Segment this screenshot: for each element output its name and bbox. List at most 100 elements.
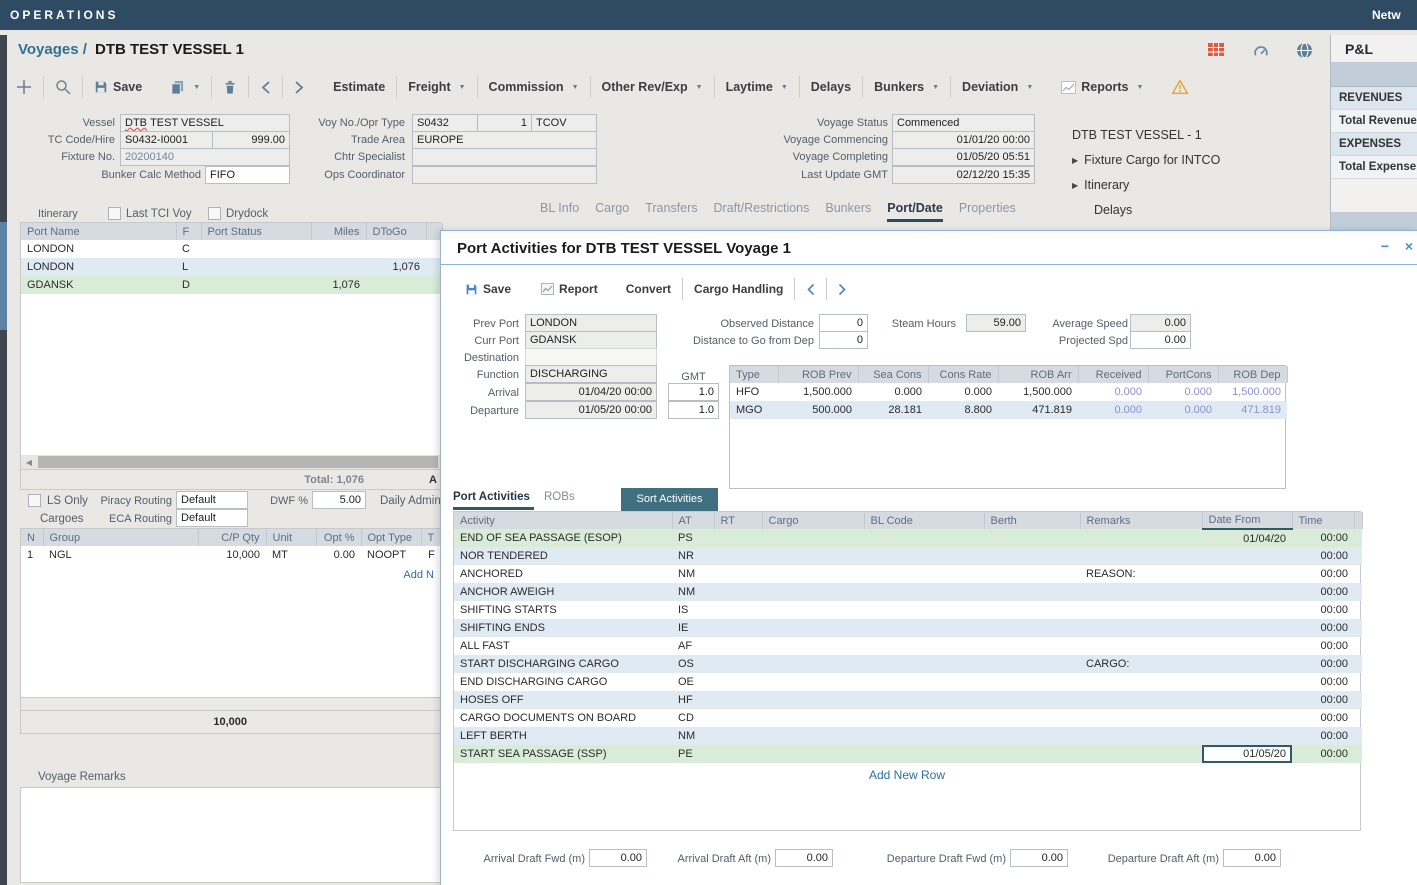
- itinerary-row[interactable]: LONDON C: [27, 243, 190, 255]
- departure-draft-fwd-field[interactable]: 0.00: [1010, 849, 1068, 867]
- arrival-draft-fwd-field[interactable]: 0.00: [589, 849, 647, 867]
- bunker-calc-field[interactable]: FIFO: [205, 166, 290, 184]
- voyage-commencing-field[interactable]: 01/01/20 00:00: [892, 131, 1035, 149]
- topbar-right-link[interactable]: Netw: [1372, 8, 1401, 22]
- tab-robs[interactable]: ROBs: [544, 491, 575, 503]
- itinerary-hscrollbar[interactable]: ◀: [21, 455, 440, 469]
- activity-row[interactable]: SHIFTING STARTS IS 00:00: [460, 604, 1348, 616]
- globe-icon[interactable]: [1296, 42, 1313, 62]
- copy-button[interactable]: ▼: [170, 80, 200, 95]
- vessel-field[interactable]: DTB TEST VESSEL: [120, 114, 290, 132]
- add-new-row-link[interactable]: Add New Row: [868, 768, 946, 782]
- tree-item-delays[interactable]: Delays: [1094, 203, 1133, 217]
- dwf-field[interactable]: 5.00: [312, 491, 366, 509]
- chtr-specialist-field[interactable]: [412, 148, 597, 166]
- drydock-checkbox[interactable]: [208, 207, 221, 220]
- activity-row[interactable]: CARGO DOCUMENTS ON BOARD CD 00:00: [460, 712, 1348, 724]
- hscrollbar-thumb[interactable]: [38, 456, 438, 468]
- ls-only-checkbox[interactable]: [28, 494, 41, 507]
- ops-coordinator-field[interactable]: [412, 166, 597, 184]
- tab-transfers[interactable]: Transfers: [645, 201, 698, 215]
- observed-distance-field[interactable]: 0: [819, 314, 868, 332]
- activity-row[interactable]: SHIFTING ENDS IE 00:00: [454, 619, 1362, 637]
- activity-row[interactable]: LEFT BERTH NM 00:00: [454, 727, 1362, 745]
- laytime-menu[interactable]: Laytime ▼: [725, 80, 788, 94]
- fixture-no-field[interactable]: 20200140: [120, 148, 290, 166]
- breadcrumb-voyages[interactable]: Voyages /: [18, 41, 87, 58]
- tab-port-activities[interactable]: Port Activities: [453, 491, 530, 503]
- dialog-report-button[interactable]: Report: [541, 282, 598, 296]
- minimize-icon[interactable]: −: [1380, 238, 1390, 254]
- tab-bunkers[interactable]: Bunkers: [825, 201, 872, 215]
- activity-row[interactable]: END DISCHARGING CARGO OE 00:00: [460, 676, 1348, 688]
- opr-type-field[interactable]: TCOV: [531, 114, 597, 132]
- voyage-completing-field[interactable]: 01/05/20 05:51: [892, 148, 1035, 166]
- projected-spd-field[interactable]: 0.00: [1130, 331, 1191, 349]
- activity-row[interactable]: NOR TENDERED NR 00:00: [454, 547, 1362, 565]
- itinerary-row[interactable]: GDANSK D 1,076: [21, 276, 442, 294]
- estimate-button[interactable]: Estimate: [333, 80, 386, 94]
- bunkers-menu[interactable]: Bunkers ▼: [874, 80, 940, 94]
- piracy-routing-field[interactable]: Default: [176, 491, 248, 509]
- bunker-row[interactable]: HFO 1,500.000 0.000 0.000 1,500.000 0.000 0…: [736, 386, 1281, 398]
- eca-routing-field[interactable]: Default: [176, 509, 248, 527]
- activity-row[interactable]: HOSES OFF HF 00:00: [454, 691, 1362, 709]
- prev-port-field[interactable]: LONDON: [525, 314, 657, 332]
- tab-port-date[interactable]: Port/Date: [887, 201, 943, 222]
- activity-row[interactable]: ANCHOR AWEIGH NM 00:00: [454, 583, 1362, 601]
- function-field[interactable]: DISCHARGING: [525, 365, 657, 383]
- other-rev-exp-menu[interactable]: Other Rev/Exp ▼: [601, 80, 703, 94]
- warning-icon[interactable]: [1171, 79, 1189, 95]
- itinerary-row[interactable]: LONDON L 1,076: [21, 258, 442, 276]
- prev-record-button[interactable]: [260, 80, 271, 95]
- curr-port-field[interactable]: GDANSK: [525, 331, 657, 349]
- voy-no-field[interactable]: S0432: [412, 114, 478, 132]
- arrival-draft-aft-field[interactable]: 0.00: [775, 849, 833, 867]
- distance-to-go-field[interactable]: 0: [819, 331, 868, 349]
- next-record-button[interactable]: [294, 80, 305, 95]
- activity-row[interactable]: END OF SEA PASSAGE (ESOP) PS 01/04/20 00:…: [454, 529, 1362, 547]
- tc-code-field[interactable]: S0432-I0001: [120, 131, 213, 149]
- voyage-status-field[interactable]: Commenced: [892, 114, 1035, 132]
- cargo-row[interactable]: 1 NGL 10,000 MT 0.00 NOOPT F: [27, 549, 435, 561]
- bunker-row[interactable]: MGO 500.000 28.181 8.800 471.819 0.000 0.00…: [730, 401, 1287, 419]
- dialog-cargo-handling-button[interactable]: Cargo Handling: [694, 282, 784, 296]
- dialog-prev-port-button[interactable]: [806, 283, 815, 296]
- grid-icon[interactable]: [1207, 42, 1225, 60]
- freight-menu[interactable]: Freight ▼: [408, 80, 466, 94]
- activity-row[interactable]: ALL FAST AF 00:00: [460, 640, 1348, 652]
- gmt-arrival-field[interactable]: 1.0: [668, 383, 719, 401]
- tab-bl-info[interactable]: BL Info: [540, 201, 580, 215]
- dialog-save-button[interactable]: Save: [465, 282, 511, 296]
- tc-hire-field[interactable]: 999.00: [212, 131, 290, 149]
- delete-button[interactable]: [223, 80, 237, 95]
- last-update-gmt-field[interactable]: 02/12/20 15:35: [892, 166, 1035, 184]
- activity-row[interactable]: ANCHORED NM REASON: 00:00: [460, 568, 1348, 580]
- tab-draft-restrictions[interactable]: Draft/Restrictions: [713, 201, 810, 215]
- tab-properties[interactable]: Properties: [958, 201, 1016, 215]
- gauge-icon[interactable]: [1252, 43, 1270, 61]
- voyage-remarks-input[interactable]: [20, 787, 441, 883]
- left-scrollbar-thumb[interactable]: [0, 222, 7, 330]
- voy-num-field[interactable]: 1: [477, 114, 532, 132]
- reports-menu[interactable]: Reports ▼: [1061, 80, 1143, 94]
- add-button[interactable]: [16, 79, 32, 95]
- last-tci-voy-checkbox[interactable]: [108, 207, 121, 220]
- tab-cargo[interactable]: Cargo: [595, 201, 630, 215]
- col-date-from[interactable]: Date From: [1202, 512, 1293, 530]
- dialog-convert-button[interactable]: Convert: [625, 282, 672, 296]
- activity-row[interactable]: START DISCHARGING CARGO OS CARGO: 00:00: [454, 655, 1362, 673]
- gmt-departure-field[interactable]: 1.0: [668, 401, 719, 419]
- save-button[interactable]: Save: [94, 80, 142, 94]
- trade-area-field[interactable]: EUROPE: [412, 131, 597, 149]
- tree-item-fixture-cargo[interactable]: ▶ Fixture Cargo for INTCO: [1072, 153, 1221, 167]
- search-button[interactable]: [55, 79, 71, 95]
- scroll-left-icon[interactable]: ◀: [25, 457, 33, 467]
- sort-activities-button[interactable]: Sort Activities: [621, 488, 718, 511]
- commission-menu[interactable]: Commission ▼: [488, 80, 579, 94]
- steam-hours-field[interactable]: 59.00: [966, 314, 1026, 332]
- close-icon[interactable]: ×: [1404, 238, 1414, 254]
- dialog-next-port-button[interactable]: [838, 283, 847, 296]
- destination-field[interactable]: [525, 348, 657, 366]
- add-cargo-link[interactable]: Add N: [403, 569, 434, 581]
